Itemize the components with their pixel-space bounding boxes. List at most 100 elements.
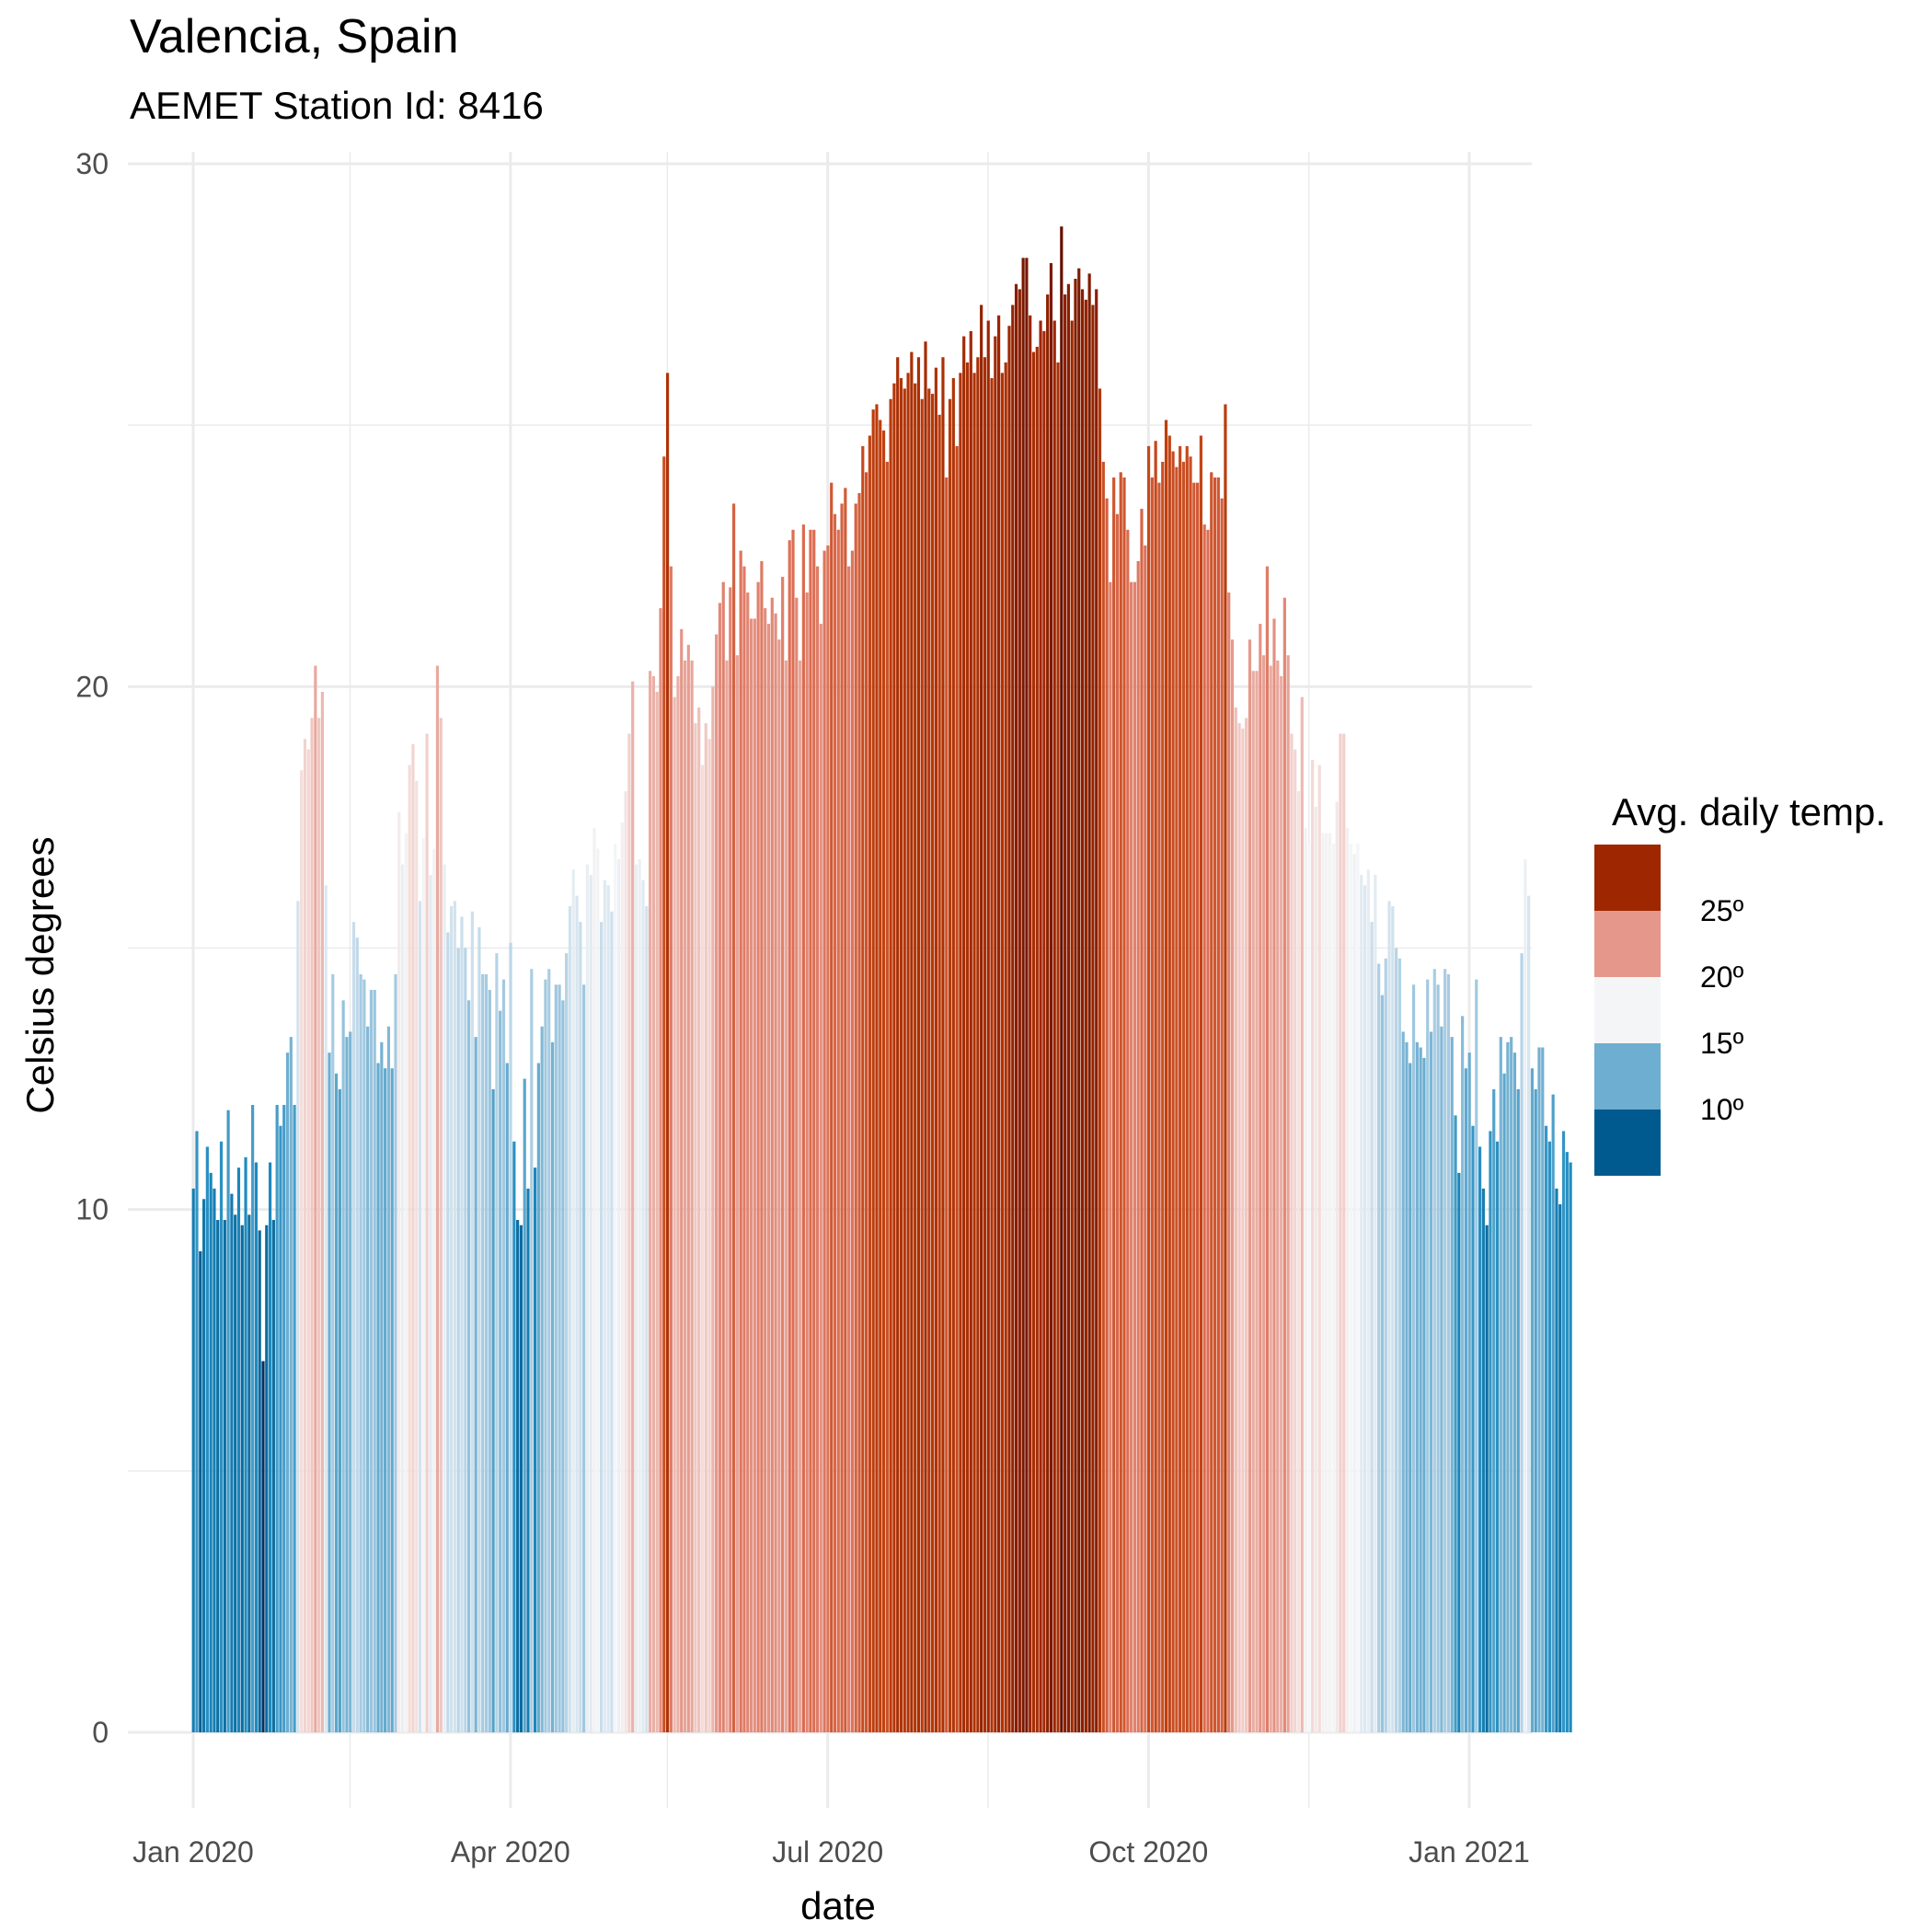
bar-day-235	[1007, 326, 1011, 1733]
bar-day-112	[579, 922, 582, 1732]
bar-day-203	[896, 357, 900, 1732]
bar-day-385	[1530, 1068, 1535, 1732]
bar-day-272	[1136, 560, 1140, 1733]
bar-day-145	[694, 723, 697, 1732]
bar-day-225	[972, 373, 976, 1733]
bar-day-152	[718, 603, 722, 1732]
bar-day-347	[1397, 958, 1401, 1732]
bar-day-246	[1046, 294, 1050, 1733]
bar-day-46	[349, 1031, 352, 1732]
bar-day-78	[460, 916, 464, 1732]
bar-day-16	[244, 1156, 247, 1732]
legend-swatch	[1594, 977, 1661, 1043]
bar-day-328	[1331, 843, 1335, 1732]
bar-day-35	[310, 718, 314, 1733]
bar-day-265	[1112, 477, 1116, 1732]
bar-day-58	[390, 1068, 394, 1732]
bar-day-150	[711, 686, 715, 1732]
bar-day-369	[1475, 979, 1478, 1732]
bar-day-31	[296, 901, 300, 1732]
bar-day-109	[568, 906, 572, 1732]
y-axis-ticks: 0 10 20 30	[75, 147, 109, 1749]
bar-day-361	[1446, 973, 1451, 1732]
bar-day-310	[1269, 665, 1272, 1732]
bar-day-23	[268, 1162, 272, 1732]
bar-day-12	[230, 1193, 234, 1732]
bar-day-378	[1506, 1041, 1510, 1732]
bar-day-292	[1206, 529, 1210, 1732]
bar-day-342	[1380, 995, 1385, 1732]
bar-day-176	[801, 524, 805, 1732]
bar-day-343	[1384, 958, 1387, 1732]
bar-day-202	[892, 383, 896, 1733]
bar-day-231	[994, 336, 997, 1732]
bar-day-67	[421, 838, 425, 1732]
bar-day-63	[408, 765, 411, 1732]
bar-day-21	[261, 1361, 265, 1732]
bar-day-60	[397, 811, 401, 1732]
bar-day-320	[1304, 827, 1307, 1732]
bar-day-337	[1363, 885, 1367, 1732]
legend-label: 20º	[1700, 960, 1744, 994]
bar-day-270	[1130, 581, 1133, 1733]
bar-day-59	[394, 973, 397, 1732]
bar-day-115	[589, 874, 592, 1732]
x-tick-label: Jan 2021	[1409, 1835, 1530, 1869]
bar-day-182	[822, 550, 826, 1732]
bar-day-358	[1436, 984, 1440, 1732]
bar-day-146	[697, 707, 701, 1732]
bar-day-80	[466, 1000, 471, 1732]
bar-day-302	[1241, 728, 1245, 1732]
legend-label: 15º	[1700, 1027, 1744, 1060]
bar-day-393	[1558, 1203, 1562, 1732]
bar-day-323	[1314, 807, 1318, 1732]
bar-day-122	[614, 843, 617, 1732]
bar-day-11	[226, 1110, 230, 1732]
bar-day-137	[665, 373, 670, 1733]
bar-day-180	[815, 566, 820, 1732]
bar-day-241	[1029, 315, 1032, 1732]
bar-day-228	[983, 357, 987, 1732]
bar-day-283	[1175, 466, 1179, 1732]
bar-day-120	[606, 885, 610, 1732]
bar-day-268	[1122, 477, 1126, 1732]
bar-day-338	[1366, 869, 1370, 1732]
bar-day-45	[345, 1037, 349, 1732]
bar-day-110	[571, 869, 575, 1732]
bar-day-354	[1422, 1057, 1426, 1732]
bar-day-147	[700, 765, 705, 1732]
bar-day-389	[1544, 1125, 1548, 1732]
bar-day-113	[582, 984, 586, 1732]
bar-day-233	[1000, 373, 1004, 1733]
bar-day-159	[742, 566, 746, 1732]
bar-day-149	[707, 739, 711, 1733]
y-axis-title: Celsius degrees	[18, 836, 62, 1113]
bar-day-368	[1471, 1125, 1475, 1732]
bar-day-164	[760, 560, 764, 1733]
bar-day-123	[616, 858, 621, 1732]
bar-day-39	[324, 885, 328, 1732]
bar-day-132	[649, 671, 652, 1732]
bar-day-33	[303, 739, 307, 1733]
bar-day-22	[265, 1225, 269, 1732]
bar-day-349	[1405, 1041, 1409, 1732]
bar-day-73	[443, 864, 446, 1732]
chart-subtitle: AEMET Station Id: 8416	[130, 84, 544, 127]
bar-day-116	[592, 827, 596, 1732]
bar-day-95	[519, 1225, 523, 1732]
bar-day-372	[1485, 1225, 1489, 1732]
bar-day-396	[1569, 1162, 1572, 1732]
bar-day-163	[756, 581, 760, 1733]
bar-day-198	[879, 420, 882, 1733]
bar-day-242	[1031, 351, 1036, 1733]
bar-day-52	[369, 989, 374, 1732]
bar-day-222	[962, 336, 966, 1732]
bar-day-327	[1328, 833, 1332, 1732]
bar-day-362	[1450, 1037, 1454, 1732]
bar-day-367	[1467, 1052, 1471, 1732]
bar-day-32	[300, 770, 304, 1732]
bar-day-124	[620, 822, 624, 1732]
bar-day-245	[1042, 330, 1046, 1732]
bar-day-56	[384, 1068, 387, 1732]
bar-day-126	[627, 733, 631, 1732]
